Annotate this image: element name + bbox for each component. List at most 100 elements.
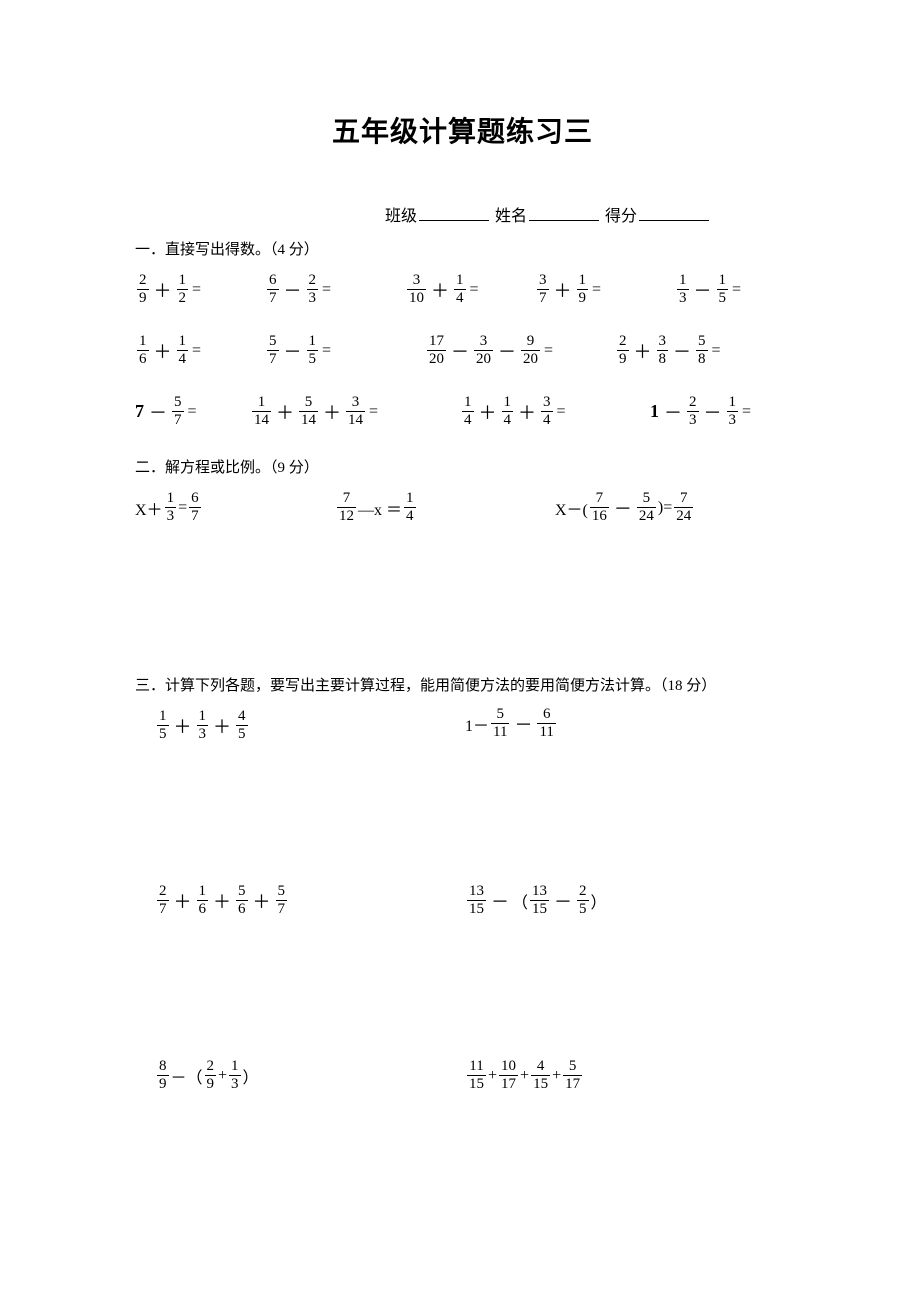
worksheet-page: 五年级计算题练习三 班级 姓名 得分 一．直接写出得数。（4 分） 29＋12=… <box>0 0 920 1192</box>
fraction: 13 <box>677 273 689 306</box>
text: + <box>520 1067 529 1085</box>
equals: = <box>732 281 741 299</box>
fraction: 114 <box>252 395 271 428</box>
operator: ＋ <box>174 713 192 739</box>
fraction: 56 <box>236 884 248 917</box>
equals: = <box>192 342 201 360</box>
calc-row: 27＋16＋56＋571315－（1315－25） <box>135 882 790 917</box>
fraction: 57 <box>276 884 288 917</box>
fraction: 920 <box>521 334 540 367</box>
problem: 13－15= <box>675 273 785 306</box>
problem: 57－15= <box>265 334 425 367</box>
fraction: 19 <box>577 273 589 306</box>
name-label: 姓名 <box>495 208 527 225</box>
operator: ＋ <box>518 399 536 425</box>
operator: － <box>451 338 469 364</box>
fraction: 16 <box>197 884 209 917</box>
equals: = <box>188 403 197 421</box>
calc-row: 89－（29+13） 1115+1017+415+517 <box>135 1057 790 1092</box>
class-blank[interactable] <box>419 204 489 221</box>
text: X－( <box>555 496 588 520</box>
fraction: 1315 <box>530 884 549 917</box>
text: X＋ <box>135 496 163 520</box>
operator: ＋ <box>213 713 231 739</box>
problem: 1－23－13= <box>650 395 790 428</box>
text: ） <box>243 1064 259 1088</box>
fraction: 15 <box>307 334 319 367</box>
problem-row: 16＋14=57－15=1720－320－920=29＋38－58= <box>135 334 790 367</box>
fraction: 14 <box>454 273 466 306</box>
fraction: 14 <box>502 395 514 428</box>
operator: － <box>673 338 691 364</box>
fraction: 57 <box>172 395 184 428</box>
fraction: 1017 <box>499 1059 518 1092</box>
fraction: 320 <box>474 334 493 367</box>
calc-problem: 89－（29+13） <box>155 1059 259 1092</box>
operator: ＋ <box>174 888 192 914</box>
calc-problem: 1－511－611 <box>465 707 558 740</box>
name-blank[interactable] <box>529 204 599 221</box>
equals: = <box>712 342 721 360</box>
problem: 16＋14= <box>135 334 265 367</box>
problem: 310＋14= <box>405 273 535 306</box>
text: —x ＝ <box>358 496 402 520</box>
problem: 114＋514＋314= <box>250 395 460 428</box>
fraction: 310 <box>407 273 426 306</box>
problem: 7－57= <box>135 395 250 428</box>
fraction: 716 <box>590 491 609 524</box>
text: + <box>552 1067 561 1085</box>
operator: ＋ <box>479 399 497 425</box>
fraction: 724 <box>674 491 693 524</box>
problem-row: 29＋12=67－23=310＋14=37＋19=13－15= <box>135 273 790 306</box>
fraction: 27 <box>157 884 169 917</box>
operator: ＋ <box>323 399 341 425</box>
problem: 29＋12= <box>135 273 265 306</box>
fraction: 712 <box>337 491 356 524</box>
equals: = <box>322 281 331 299</box>
fraction: 415 <box>531 1059 550 1092</box>
fraction: 16 <box>137 334 149 367</box>
fraction: 15 <box>717 273 729 306</box>
operator: － <box>554 888 572 914</box>
calc-left: 27＋16＋56＋57 <box>135 882 465 917</box>
equals: = <box>544 342 553 360</box>
problem: 1720－320－920= <box>425 334 615 367</box>
operator: ＋ <box>154 277 172 303</box>
operator: － <box>514 711 532 737</box>
fraction: 13 <box>165 491 177 524</box>
fraction: 13 <box>197 709 209 742</box>
equation-problem: 712—x ＝ 14 <box>335 491 555 524</box>
fraction: 13 <box>727 395 739 428</box>
text: －（ <box>171 1064 203 1088</box>
text: = <box>178 499 187 517</box>
text: （ <box>512 889 528 913</box>
fraction: 14 <box>404 491 416 524</box>
fraction: 89 <box>157 1059 169 1092</box>
fraction: 45 <box>236 709 248 742</box>
calc-row: 15＋13＋451－511－611 <box>135 707 790 742</box>
fraction: 1720 <box>427 334 446 367</box>
integer: 7 <box>135 401 144 422</box>
text: )= <box>658 499 672 517</box>
section-1-heading: 一．直接写出得数。（4 分） <box>135 238 790 259</box>
problem: 29＋38－58= <box>615 334 785 367</box>
section-3-heading: 三．计算下列各题，要写出主要计算过程，能用简便方法的要用简便方法计算。（18 分… <box>135 674 790 695</box>
operator: ＋ <box>554 277 572 303</box>
operator: － <box>284 338 302 364</box>
fraction: 38 <box>657 334 669 367</box>
fraction: 511 <box>491 707 509 740</box>
operator: ＋ <box>634 338 652 364</box>
fraction: 1315 <box>467 884 486 917</box>
equation-problem: X－(716－524)=724 <box>555 491 775 524</box>
calc-right: 1315－（1315－25） <box>465 882 790 917</box>
calc-problem: 1315－（1315－25） <box>465 884 607 917</box>
operator: ＋ <box>276 399 294 425</box>
fraction: 34 <box>541 395 553 428</box>
calc-right: 1115+1017+415+517 <box>465 1057 790 1092</box>
operator: － <box>664 399 682 425</box>
operator: ＋ <box>253 888 271 914</box>
fraction: 67 <box>189 491 201 524</box>
problem: 37＋19= <box>535 273 675 306</box>
fraction: 67 <box>267 273 279 306</box>
score-blank[interactable] <box>639 204 709 221</box>
